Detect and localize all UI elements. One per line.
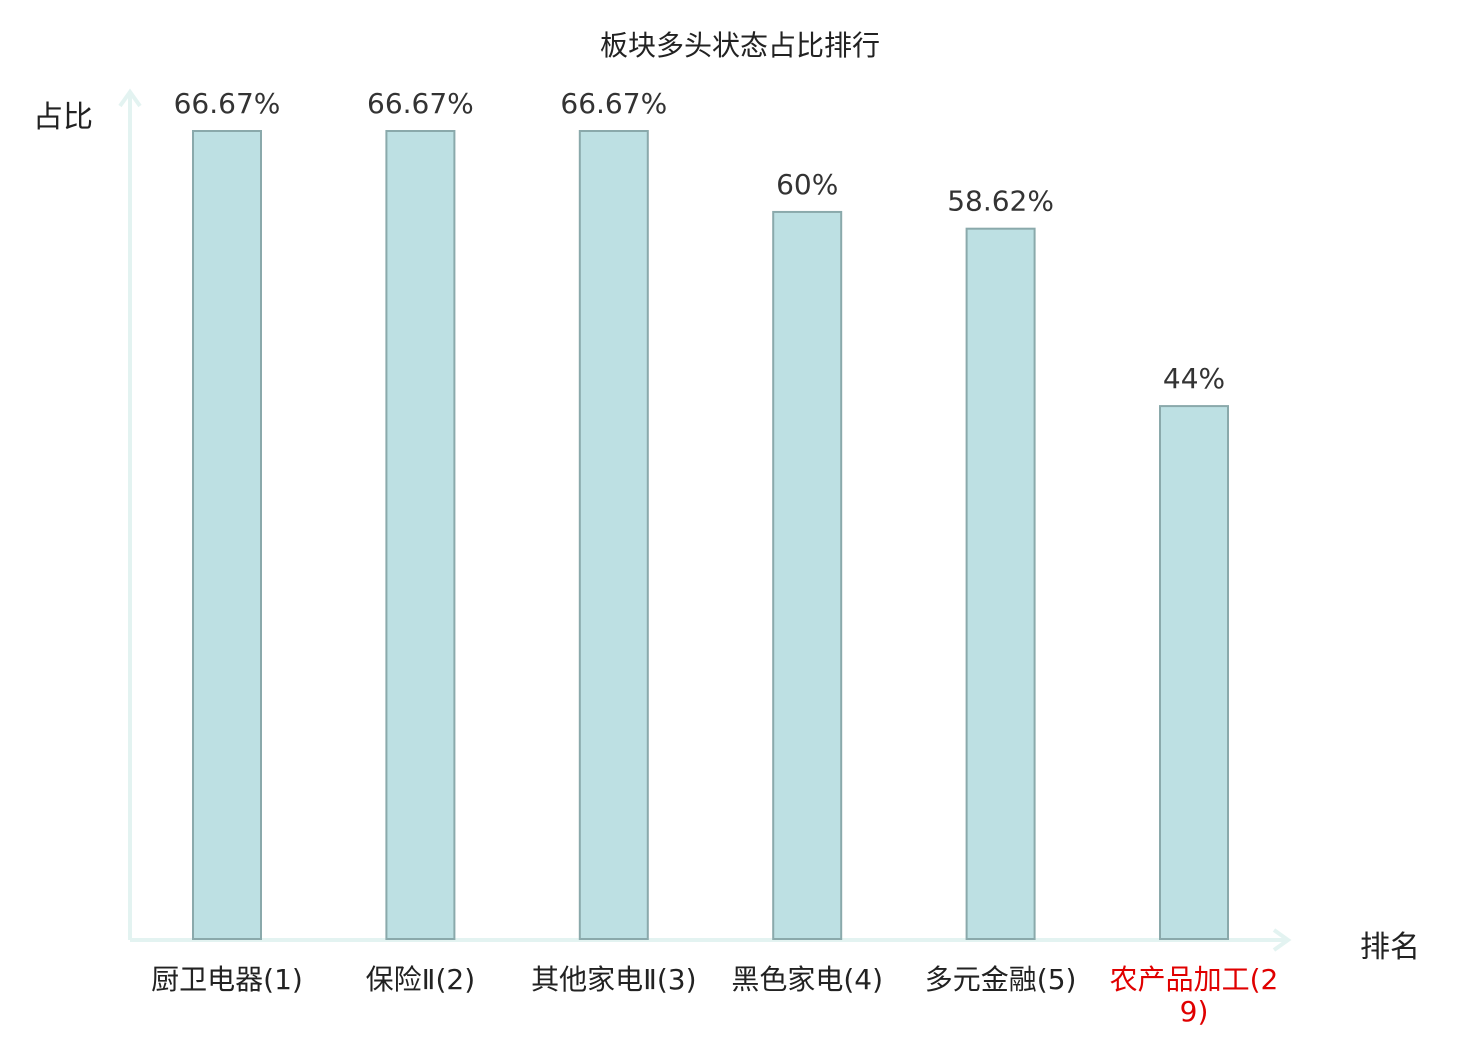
category-name: 多元金融 bbox=[924, 963, 1037, 996]
bar bbox=[192, 130, 262, 940]
category-rank: (2) bbox=[435, 963, 476, 996]
category-rank: (29) bbox=[1179, 963, 1279, 1028]
data-label: 44% bbox=[1163, 362, 1225, 395]
x-tick-label: 农产品加工(29) bbox=[1104, 964, 1284, 1028]
value-labels: 66.67% 66.67% 66.67% 60% 58.62% 44% bbox=[174, 87, 1226, 395]
category-name: 黑色家电 bbox=[731, 963, 844, 996]
data-label: 66.67% bbox=[560, 87, 667, 120]
data-label: 60% bbox=[776, 168, 838, 201]
data-label: 66.67% bbox=[367, 87, 474, 120]
axes bbox=[118, 88, 1292, 952]
x-tick-label: 保险Ⅱ(2) bbox=[330, 964, 510, 996]
x-axis-label: 排名 bbox=[1360, 930, 1420, 965]
data-label: 66.67% bbox=[174, 87, 281, 120]
y-axis-label: 占比 bbox=[33, 100, 93, 135]
x-tick-label: 黑色家电(4) bbox=[717, 964, 897, 996]
category-rank: (5) bbox=[1036, 963, 1077, 996]
x-axis-arrow bbox=[1272, 928, 1292, 952]
x-tick-label: 其他家电Ⅱ(3) bbox=[524, 964, 704, 996]
bar bbox=[1159, 405, 1229, 941]
data-label: 58.62% bbox=[947, 185, 1054, 218]
bar bbox=[772, 210, 843, 940]
bar bbox=[385, 130, 456, 940]
bars bbox=[192, 130, 1229, 941]
category-rank: (3) bbox=[656, 963, 697, 996]
category-name: 其他家电Ⅱ bbox=[531, 963, 657, 996]
category-name: 保险Ⅱ bbox=[365, 963, 436, 996]
bar bbox=[965, 227, 1036, 940]
category-rank: (1) bbox=[263, 963, 303, 996]
chart-title: 板块多头状态占比排行 bbox=[599, 29, 880, 62]
x-tick-label: 多元金融(5) bbox=[911, 964, 1091, 996]
x-tick-label: 厨卫电器(1) bbox=[137, 964, 317, 996]
y-axis-arrow bbox=[118, 88, 142, 108]
category-rank: (4) bbox=[843, 963, 884, 996]
bar bbox=[578, 130, 649, 940]
category-name: 农产品加工 bbox=[1109, 963, 1250, 996]
category-name: 厨卫电器 bbox=[151, 963, 264, 996]
